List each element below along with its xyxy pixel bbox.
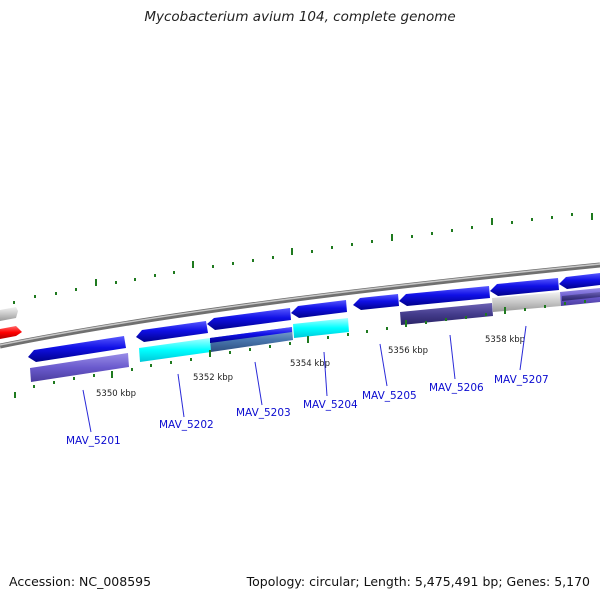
rna-feature-mav-5202: [139, 338, 211, 362]
forward-cds-row: [28, 273, 600, 362]
homolog-band-mav-5206: [400, 303, 493, 325]
kbp-label-5352: 5352 kbp: [193, 373, 233, 383]
gene-label-mav-5205[interactable]: MAV_5205: [362, 390, 417, 402]
kbp-label-5354: 5354 kbp: [290, 359, 330, 369]
genome-backbone: [0, 262, 600, 349]
inner-tick-marks: [14, 300, 586, 398]
homolog-band-mav-5201: [30, 353, 129, 382]
cds-arrow-mav-5207: [490, 278, 559, 296]
rna-feature-mav-5204: [293, 318, 349, 338]
reverse-cds-arrow: [0, 326, 22, 339]
genome-title: Mycobacterium avium 104, complete genome: [144, 9, 456, 25]
cds-overlay-mav-5203: [210, 327, 292, 343]
gene-label-mav-5204[interactable]: MAV_5204: [303, 399, 358, 411]
kbp-label-5350: 5350 kbp: [96, 389, 136, 399]
gene-leader-lines: [82, 325, 527, 433]
grey-feature-fragment: [0, 307, 18, 321]
cds-arrow-partial: [559, 273, 600, 289]
cds-arrow-mav-5205: [353, 294, 399, 310]
cds-arrow-mav-5204: [291, 300, 347, 318]
gene-label-mav-5201[interactable]: MAV_5201: [66, 435, 121, 447]
genome-backbone-highlight: [0, 263, 600, 346]
dark-overlay-partial: [562, 292, 600, 301]
kbp-label-5356: 5356 kbp: [388, 346, 428, 356]
cds-arrow-mav-5202: [136, 321, 208, 342]
cds-arrow-mav-5201: [28, 336, 126, 362]
cds-arrow-mav-5203: [207, 308, 291, 330]
feature-row: [30, 288, 600, 382]
genome-stats-label: Topology: circular; Length: 5,475,491 bp…: [246, 574, 590, 589]
gene-label-mav-5203[interactable]: MAV_5203: [236, 407, 291, 419]
gene-label-mav-5206[interactable]: MAV_5206: [429, 382, 484, 394]
accession-label: Accession: NC_008595: [9, 574, 152, 589]
gene-label-mav-5207[interactable]: MAV_5207: [494, 374, 549, 386]
grey-band-mav-5207: [492, 292, 561, 312]
cds-arrow-mav-5206: [399, 286, 490, 306]
gene-label-mav-5202[interactable]: MAV_5202: [159, 419, 214, 431]
outer-tick-marks: [13, 213, 593, 304]
kbp-label-5358: 5358 kbp: [485, 335, 525, 345]
